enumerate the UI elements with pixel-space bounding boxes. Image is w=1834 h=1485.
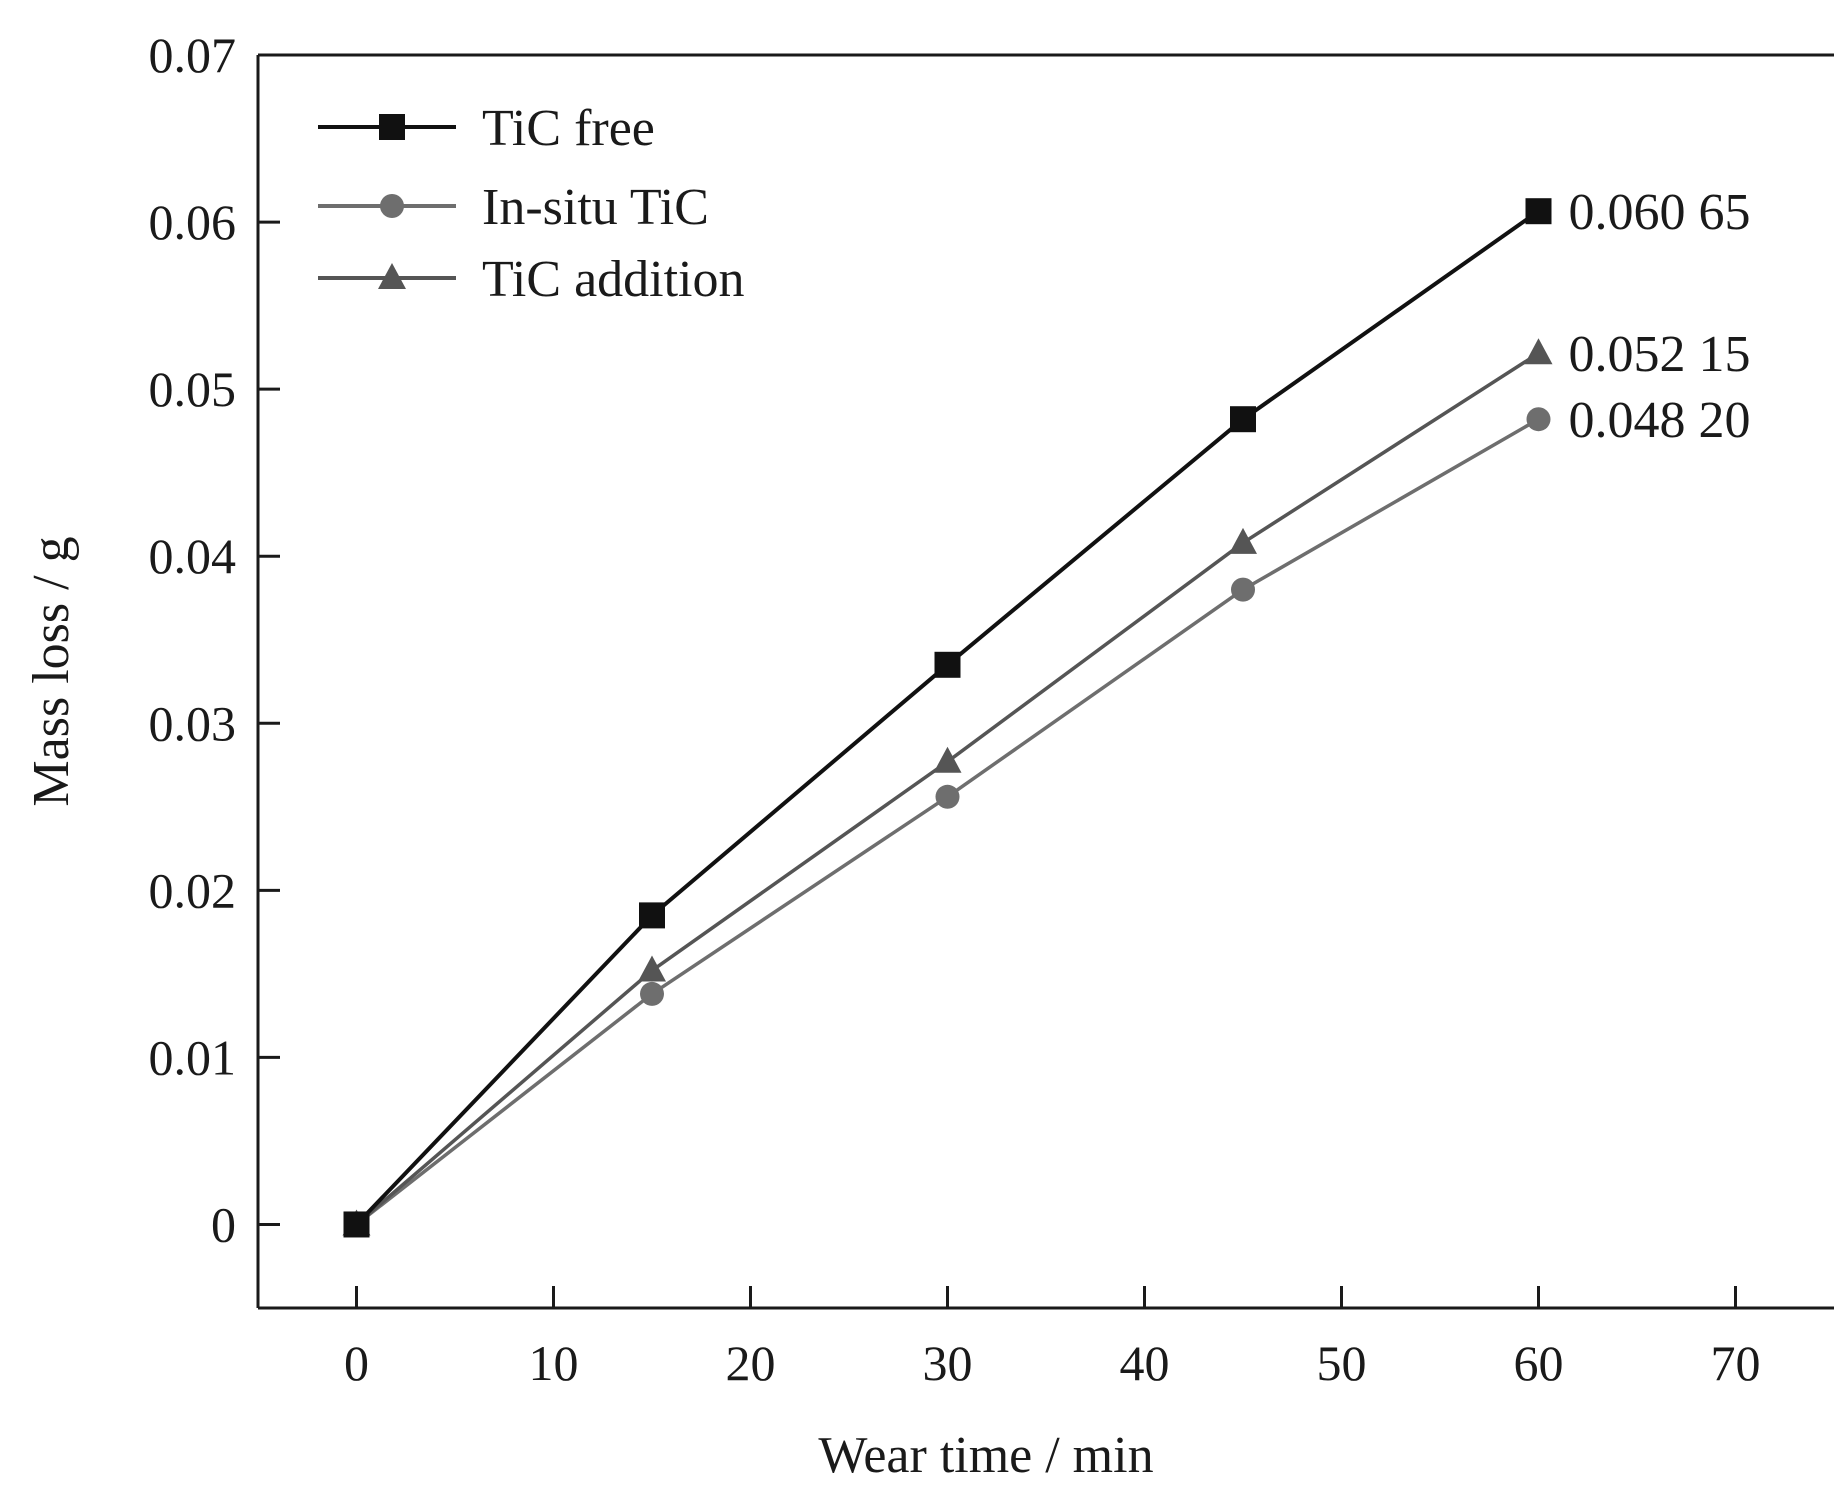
y-axis-title: Mass loss / g (23, 536, 80, 806)
y-tick-label: 0.07 (149, 27, 237, 83)
series-line (355, 417, 1540, 1226)
data-point (1231, 577, 1255, 602)
y-tick-label: 0 (211, 1196, 236, 1252)
x-tick-label: 70 (1711, 1335, 1761, 1391)
x-tick-label: 40 (1120, 1335, 1170, 1391)
data-point (640, 981, 664, 1006)
series-tic-addition: 0.052 15 (342, 326, 1751, 1236)
data-point (1526, 407, 1551, 432)
data-label: 0.048 20 (1569, 392, 1751, 449)
y-tick-label: 0.05 (149, 361, 237, 417)
data-point (343, 1211, 370, 1238)
x-tick-label: 0 (344, 1335, 369, 1391)
x-tick-label: 30 (923, 1335, 973, 1391)
x-tick-label: 50 (1317, 1335, 1367, 1391)
legend-item: In-situ TiC (318, 179, 709, 236)
legend: TiC free In-situ TiC TiC addition (318, 100, 745, 308)
data-point (1524, 338, 1553, 365)
y-tick-label: 0.02 (149, 862, 237, 918)
legend-label: TiC addition (482, 251, 745, 308)
data-point (1229, 527, 1257, 554)
legend-marker (379, 114, 405, 140)
legend-label: TiC free (482, 100, 655, 157)
data-point (638, 955, 666, 982)
axis-ticks-group: 0 10 20 30 40 50 60 70 0 0.01 0.02 0.03 0.04 0.05 0.06… (149, 27, 1761, 1391)
legend-label: In-situ TiC (482, 179, 709, 236)
x-tick-label: 20 (726, 1335, 776, 1391)
y-tick-label: 0.01 (149, 1029, 237, 1085)
y-tick-label: 0.06 (149, 194, 237, 250)
data-point (1525, 198, 1552, 225)
legend-item: TiC addition (318, 251, 745, 308)
data-label: 0.060 65 (1569, 184, 1751, 241)
data-point (935, 784, 960, 809)
x-tick-label: 60 (1514, 1335, 1564, 1391)
data-label: 0.052 15 (1569, 326, 1751, 383)
data-point (1230, 406, 1256, 433)
plot-frame-group (256, 53, 1834, 1310)
series-group: 0.048 20 0.052 15 0.060 65 (342, 184, 1751, 1238)
x-axis-title: Wear time / min (818, 1427, 1153, 1480)
data-point (933, 746, 962, 773)
legend-item: TiC free (318, 100, 655, 157)
data-point (934, 651, 961, 678)
data-point (639, 902, 665, 929)
y-tick-label: 0.03 (149, 695, 237, 751)
legend-marker (380, 194, 404, 218)
x-tick-label: 10 (529, 1335, 579, 1391)
y-tick-label: 0.04 (149, 528, 237, 584)
legend-marker (378, 263, 406, 289)
series-in-situ-tic: 0.048 20 (344, 392, 1751, 1237)
series-tic-free: 0.060 65 (343, 184, 1751, 1238)
